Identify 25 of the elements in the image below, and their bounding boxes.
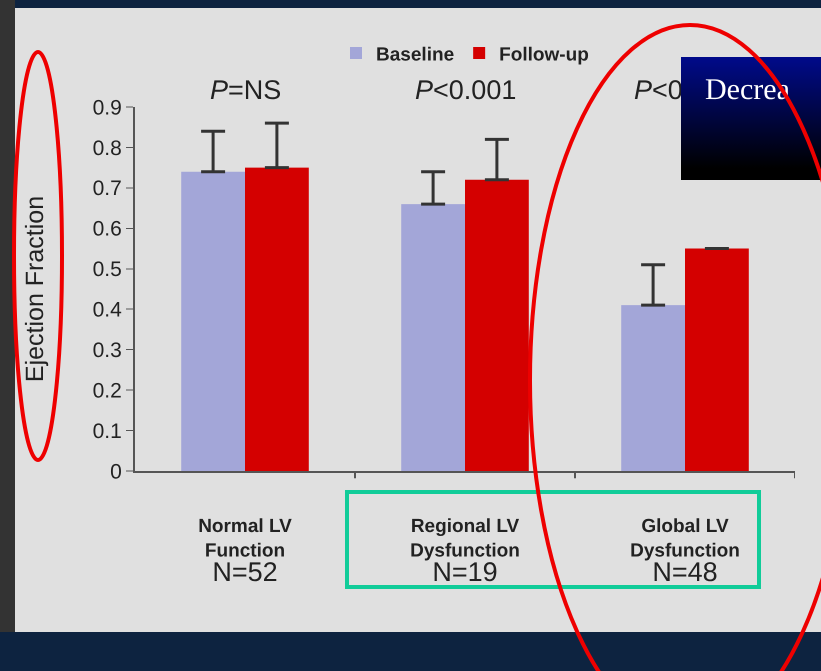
- y-axis-title: Ejection Fraction: [20, 196, 49, 382]
- bar: [465, 180, 529, 471]
- y-tick-label: 0.3: [92, 339, 122, 362]
- bar: [181, 172, 245, 471]
- x-tick-label: Normal LV Function N=52: [198, 516, 292, 588]
- text: P=NS: [210, 75, 282, 105]
- text: P<0: [634, 75, 683, 105]
- bar: [685, 248, 749, 471]
- text: P<0.001: [415, 75, 516, 105]
- bar: [401, 204, 465, 471]
- y-tick-label: 0.6: [92, 218, 122, 241]
- y-tick-label: 0.1: [92, 420, 122, 443]
- y-tick-label: 0.2: [92, 379, 122, 402]
- y-tick-label: 0.4: [92, 298, 122, 322]
- legend-label: Follow-up: [499, 44, 589, 66]
- y-tick-label: 0.7: [92, 177, 122, 200]
- x-tick-label: Global LV Dysfunction N=48: [630, 516, 740, 588]
- x-tick-label: Regional LV Dysfunction N=19: [410, 516, 520, 588]
- bar: [245, 168, 309, 471]
- y-tick-label: 0.9: [92, 96, 122, 120]
- y-tick-label: 0: [110, 460, 122, 484]
- y-tick-label: 0.5: [92, 258, 122, 282]
- bar: [621, 305, 685, 471]
- y-tick-label: 0.8: [92, 136, 122, 160]
- legend-label: Baseline: [376, 44, 454, 66]
